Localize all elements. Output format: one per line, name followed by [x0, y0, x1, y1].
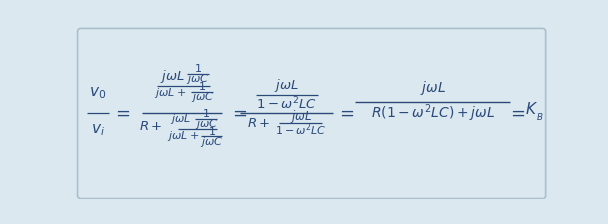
Text: $j\omega L$: $j\omega L$: [274, 77, 299, 94]
Text: $j\omega L$: $j\omega L$: [170, 112, 192, 125]
Text: $v_0$: $v_0$: [89, 85, 106, 101]
Text: $j\omega L$: $j\omega L$: [289, 108, 312, 125]
Text: $=$: $=$: [507, 104, 525, 122]
Text: $1 - \omega^2 LC$: $1 - \omega^2 LC$: [256, 96, 317, 112]
Text: $1$: $1$: [202, 107, 210, 119]
Text: $1$: $1$: [208, 125, 216, 137]
Text: $1 - \omega^2 LC$: $1 - \omega^2 LC$: [275, 122, 326, 138]
Text: $j\omega C$: $j\omega C$: [186, 72, 209, 86]
FancyBboxPatch shape: [78, 28, 545, 199]
Text: $R +$: $R +$: [247, 117, 271, 130]
Text: $1$: $1$: [194, 62, 202, 74]
Text: $=$: $=$: [229, 104, 248, 122]
Text: $=$: $=$: [336, 104, 355, 122]
Text: $j\omega L$: $j\omega L$: [420, 79, 446, 97]
Text: $j\omega L$: $j\omega L$: [161, 68, 185, 85]
Text: $v_i$: $v_i$: [91, 122, 105, 138]
Text: $=$: $=$: [112, 104, 130, 122]
Text: $_B$: $_B$: [536, 110, 544, 123]
Text: $1$: $1$: [198, 80, 206, 92]
Text: $j\omega C$: $j\omega C$: [200, 135, 223, 149]
Text: $j\omega C$: $j\omega C$: [195, 117, 218, 131]
Text: $R(1 - \omega^2 LC) + j\omega L$: $R(1 - \omega^2 LC) + j\omega L$: [370, 102, 494, 124]
Text: $j\omega C$: $j\omega C$: [191, 90, 214, 104]
Text: $K$: $K$: [525, 101, 538, 117]
Text: $j\omega L +$: $j\omega L +$: [167, 129, 199, 143]
Text: $R +$: $R +$: [139, 120, 163, 133]
Text: $j\omega L +$: $j\omega L +$: [154, 86, 186, 100]
